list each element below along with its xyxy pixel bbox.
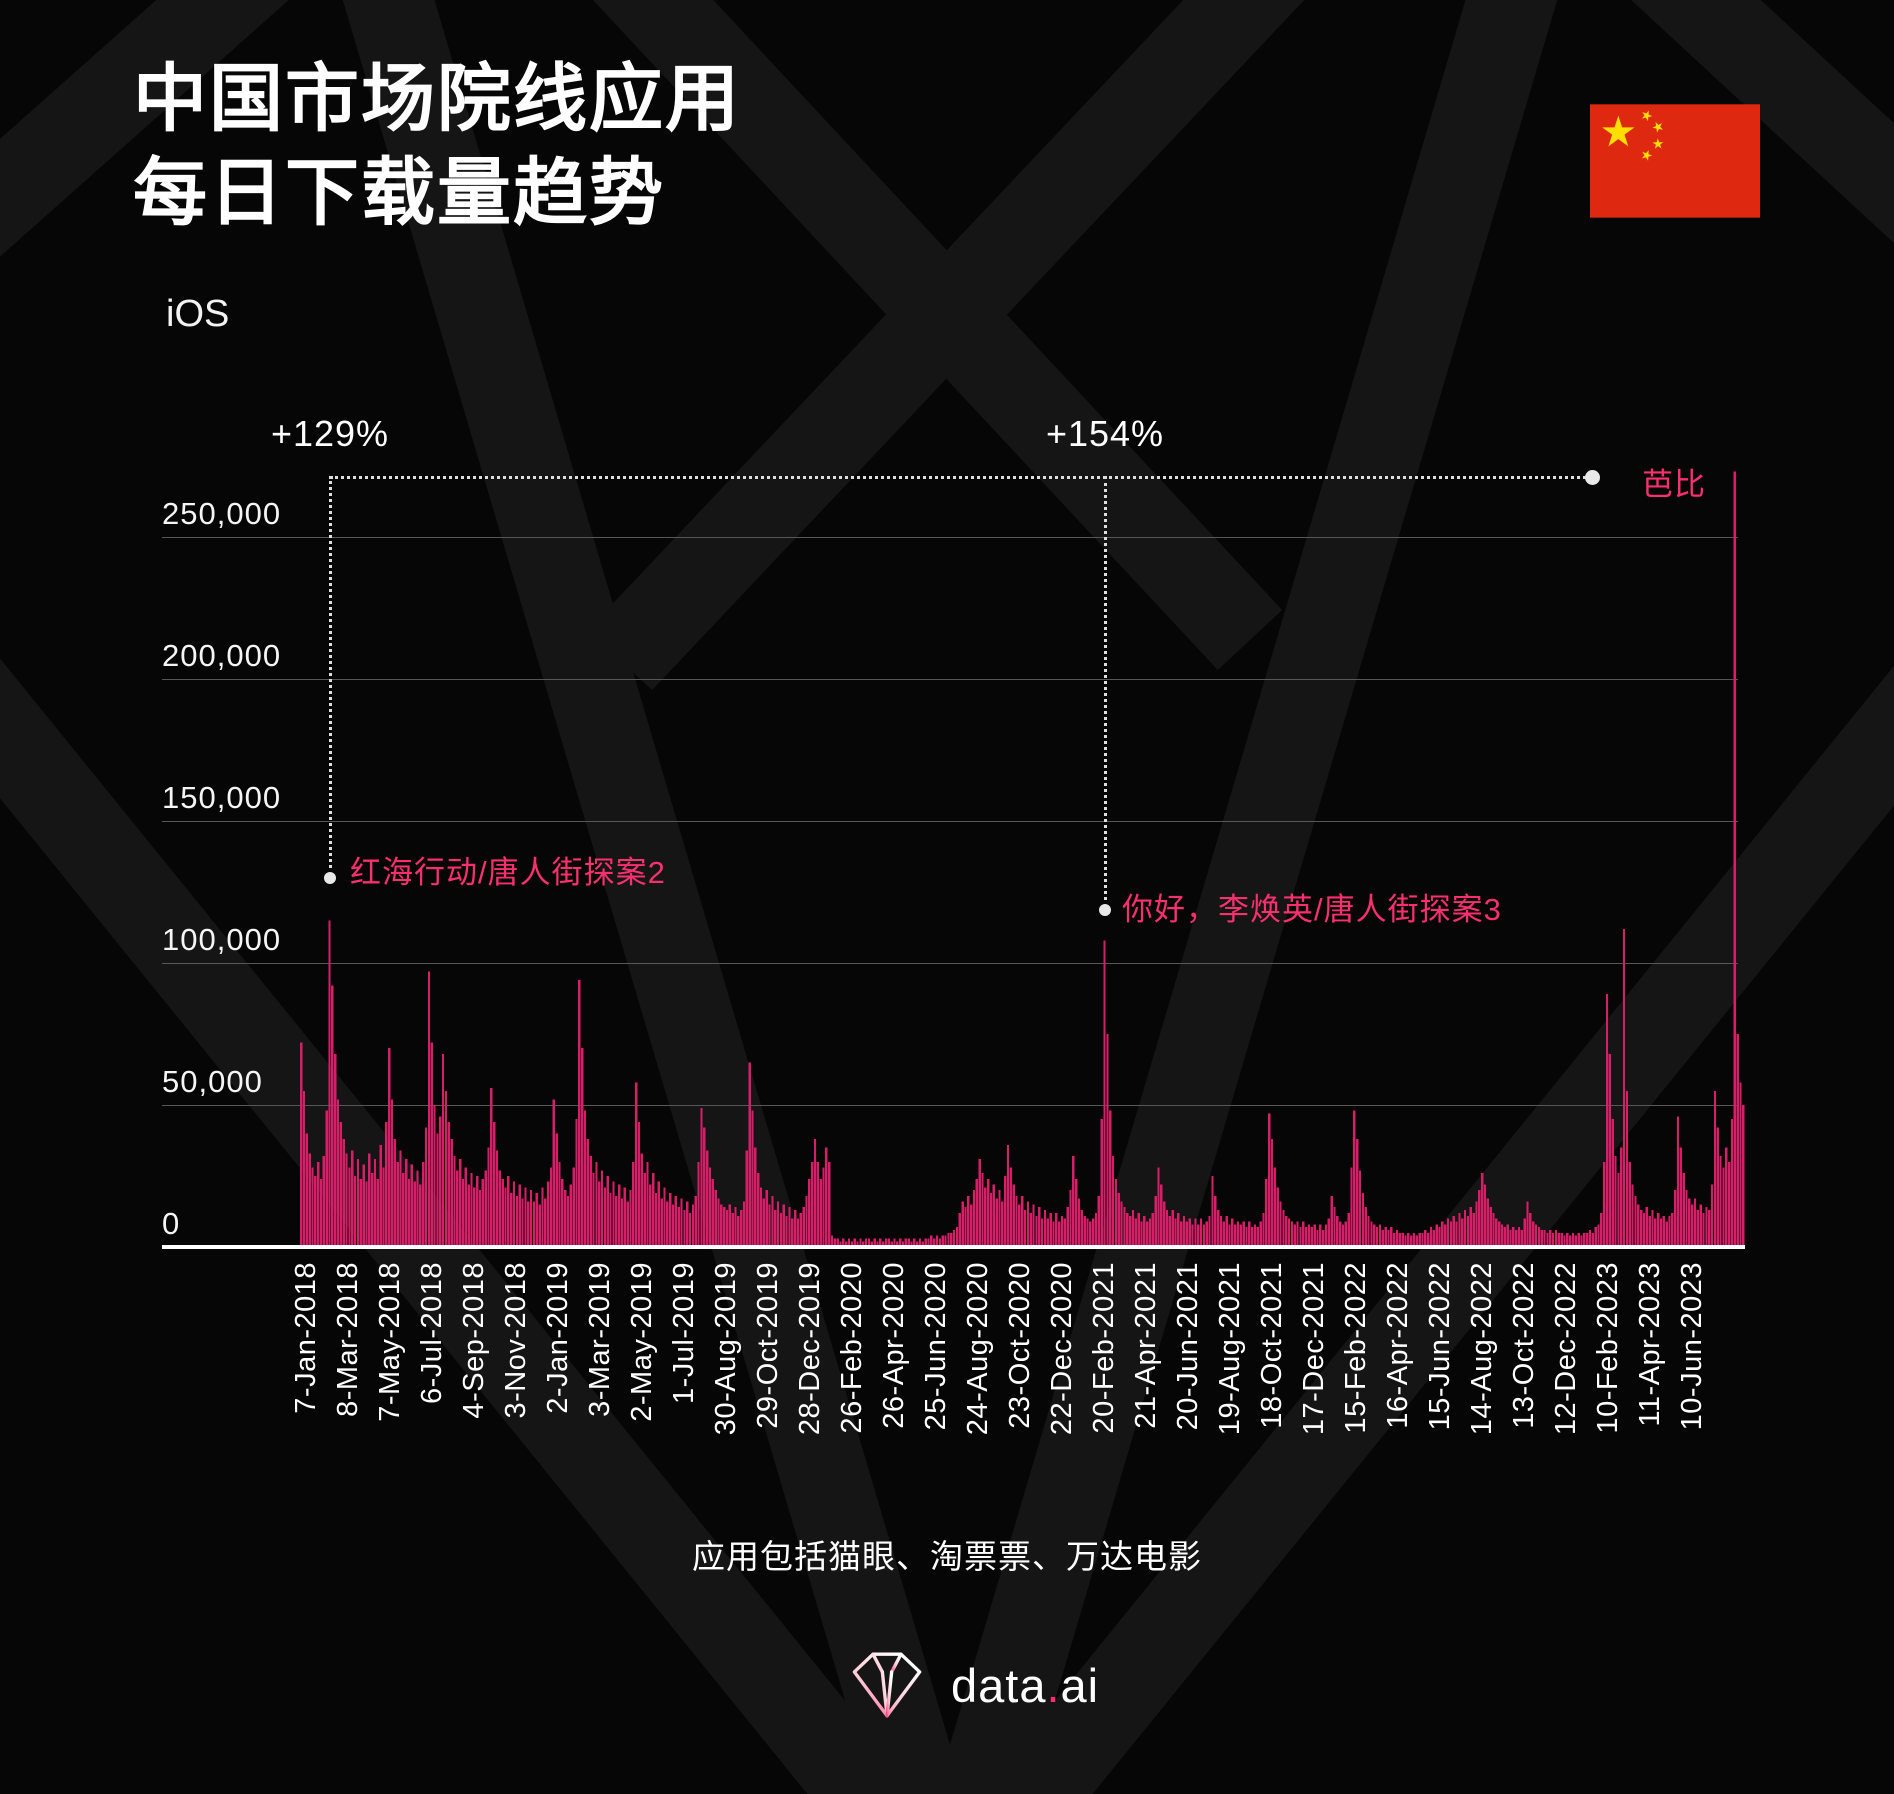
diamond-icon	[852, 1652, 922, 1718]
china-flag-icon	[1590, 104, 1760, 218]
x-tick-11-Apr-2023: 11-Apr-2023	[1634, 1262, 1666, 1427]
movie-label-2018: 红海行动/唐人街探案2	[350, 855, 666, 890]
x-tick-26-Apr-2020: 26-Apr-2020	[878, 1262, 910, 1429]
downloads-bar-series	[300, 471, 1745, 1247]
x-tick-29-Oct-2019: 29-Oct-2019	[752, 1262, 784, 1429]
x-tick-6-Jul-2018: 6-Jul-2018	[416, 1262, 448, 1405]
x-axis-line	[162, 1245, 1745, 1249]
y-axis-label: 50,000	[162, 1064, 263, 1099]
title-line-1: 中国市场院线应用	[133, 57, 741, 140]
x-tick-10-Jun-2023: 10-Jun-2023	[1676, 1262, 1708, 1431]
gridline-250000	[162, 537, 1738, 538]
x-tick-21-Apr-2021: 21-Apr-2021	[1130, 1262, 1162, 1429]
gridline-50000	[162, 1105, 1738, 1106]
x-tick-24-Aug-2020: 24-Aug-2020	[962, 1262, 994, 1436]
x-tick-2-Jan-2019: 2-Jan-2019	[542, 1262, 574, 1414]
y-axis-label: 250,000	[162, 496, 282, 531]
x-tick-4-Sep-2018: 4-Sep-2018	[458, 1262, 490, 1419]
brand-dot: .	[1046, 1658, 1061, 1712]
x-tick-7-May-2018: 7-May-2018	[374, 1262, 406, 1422]
x-tick-14-Aug-2022: 14-Aug-2022	[1466, 1262, 1498, 1436]
x-tick-10-Feb-2023: 10-Feb-2023	[1592, 1262, 1624, 1434]
x-tick-30-Aug-2019: 30-Aug-2019	[710, 1262, 742, 1436]
x-tick-15-Jun-2022: 15-Jun-2022	[1424, 1262, 1456, 1431]
x-tick-23-Oct-2020: 23-Oct-2020	[1004, 1262, 1036, 1429]
y-axis-label: 100,000	[162, 922, 282, 957]
percent-change-left: +129%	[270, 413, 390, 454]
x-tick-12-Dec-2022: 12-Dec-2022	[1550, 1262, 1582, 1436]
x-tick-3-Mar-2019: 3-Mar-2019	[584, 1262, 616, 1417]
y-axis-label: 150,000	[162, 780, 282, 815]
annotation-drop-line-2021	[1104, 476, 1107, 900]
movie-label-2021: 你好，李焕英/唐人街探案3	[1122, 892, 1502, 927]
y-axis-label: 0	[162, 1206, 181, 1241]
x-tick-18-Oct-2021: 18-Oct-2021	[1256, 1262, 1288, 1429]
x-tick-7-Jan-2018: 7-Jan-2018	[290, 1262, 322, 1414]
x-tick-16-Apr-2022: 16-Apr-2022	[1382, 1262, 1414, 1429]
y-axis-label: 200,000	[162, 638, 282, 673]
x-tick-25-Jun-2020: 25-Jun-2020	[920, 1262, 952, 1431]
brand-left: data	[951, 1658, 1047, 1712]
x-tick-1-Jul-2019: 1-Jul-2019	[668, 1262, 700, 1405]
data-ai-logo: data.ai	[845, 1648, 1099, 1722]
x-tick-20-Jun-2021: 20-Jun-2021	[1172, 1262, 1204, 1431]
x-tick-13-Oct-2022: 13-Oct-2022	[1508, 1262, 1540, 1429]
x-tick-28-Dec-2019: 28-Dec-2019	[794, 1262, 826, 1436]
platform-label: iOS	[166, 293, 230, 335]
gridline-150000	[162, 821, 1738, 822]
x-tick-26-Feb-2020: 26-Feb-2020	[836, 1262, 868, 1434]
x-tick-17-Dec-2021: 17-Dec-2021	[1298, 1262, 1330, 1436]
x-tick-20-Feb-2021: 20-Feb-2021	[1088, 1262, 1120, 1434]
x-tick-15-Feb-2022: 15-Feb-2022	[1340, 1262, 1372, 1434]
x-tick-2-May-2019: 2-May-2019	[626, 1262, 658, 1422]
page-title: 中国市场院线应用 每日下载量趋势	[133, 52, 741, 240]
x-tick-8-Mar-2018: 8-Mar-2018	[332, 1262, 364, 1417]
x-tick-3-Nov-2018: 3-Nov-2018	[500, 1262, 532, 1419]
x-tick-19-Aug-2021: 19-Aug-2021	[1214, 1262, 1246, 1436]
x-tick-22-Dec-2020: 22-Dec-2020	[1046, 1262, 1078, 1436]
peak-marker-2021	[1099, 904, 1111, 916]
annotation-drop-line-2018	[329, 476, 332, 868]
gridline-100000	[162, 963, 1738, 964]
peak-marker-2018	[324, 872, 336, 884]
movie-label-barbie: 芭比	[1642, 467, 1706, 502]
annotation-top-dotted-line	[330, 476, 1592, 479]
percent-change-right: +154%	[1045, 413, 1165, 454]
title-line-2: 每日下载量趋势	[133, 151, 665, 234]
peak-marker-barbie	[1585, 470, 1600, 485]
brand-wordmark: data.ai	[951, 1658, 1099, 1713]
brand-right: ai	[1060, 1658, 1100, 1712]
gridline-200000	[162, 679, 1738, 680]
apps-included-note: 应用包括猫眼、淘票票、万达电影	[692, 1538, 1202, 1575]
